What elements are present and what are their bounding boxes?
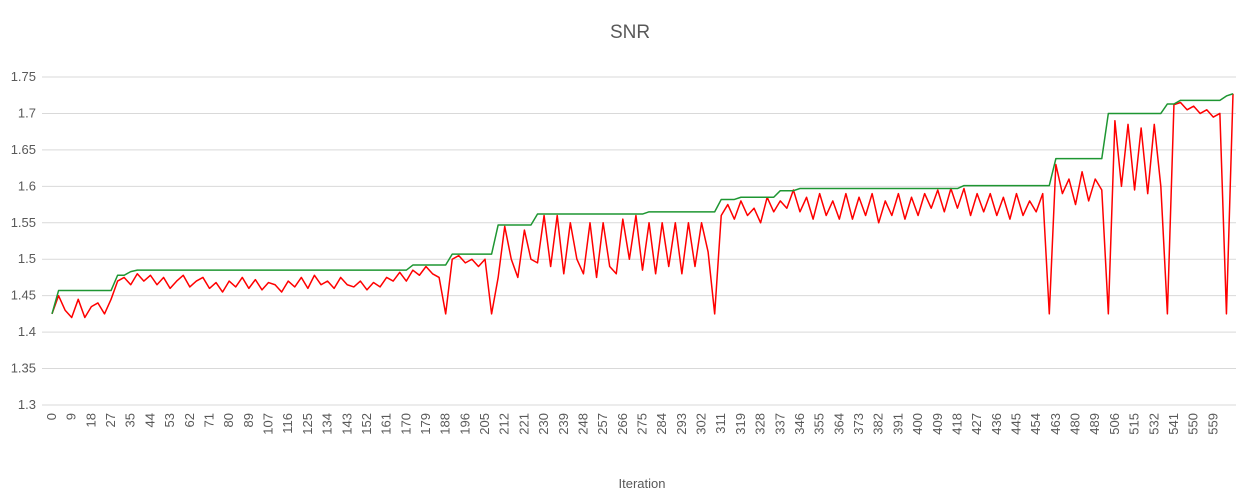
x-tick-label: 257	[595, 413, 610, 435]
x-tick-label: 427	[969, 413, 984, 435]
x-tick-label: 18	[83, 413, 98, 427]
chart-title: SNR	[610, 22, 650, 43]
series-line	[51, 93, 1234, 315]
x-tick-label: 541	[1166, 413, 1181, 435]
x-tick-label: 239	[556, 413, 571, 435]
x-tick-label: 373	[851, 413, 866, 435]
y-tick-label: 1.35	[11, 361, 36, 376]
x-tick-label: 116	[280, 413, 295, 434]
x-tick-label: 80	[221, 413, 236, 427]
x-tick-label: 35	[123, 413, 138, 427]
x-tick-label: 454	[1028, 413, 1043, 435]
x-axis-label: Iteration	[619, 476, 666, 491]
x-tick-label: 328	[753, 413, 768, 435]
x-tick-label: 143	[339, 413, 354, 435]
series-line	[51, 93, 1234, 319]
x-tick-label: 205	[477, 413, 492, 435]
x-tick-label: 248	[575, 413, 590, 435]
x-tick-label: 196	[457, 413, 472, 435]
x-tick-label: 445	[1008, 413, 1023, 435]
x-tick-label: 346	[792, 413, 807, 435]
x-tick-label: 293	[674, 413, 689, 435]
x-tick-label: 179	[418, 413, 433, 435]
x-tick-label: 319	[733, 413, 748, 435]
x-tick-label: 302	[694, 413, 709, 435]
x-tick-label: 9	[64, 413, 79, 420]
x-tick-label: 337	[772, 413, 787, 435]
x-tick-label: 266	[615, 413, 630, 435]
x-tick-label: 489	[1087, 413, 1102, 435]
x-tick-label: 355	[812, 413, 827, 435]
x-tick-label: 188	[438, 413, 453, 435]
y-tick-label: 1.3	[18, 397, 36, 412]
x-tick-label: 125	[300, 413, 315, 435]
x-tick-label: 0	[44, 413, 59, 420]
x-tick-label: 364	[831, 413, 846, 435]
x-tick-label: 89	[241, 413, 256, 427]
x-tick-label: 311	[713, 413, 728, 434]
x-tick-label: 463	[1048, 413, 1063, 435]
x-tick-label: 275	[635, 413, 650, 435]
x-tick-label: 212	[497, 413, 512, 435]
x-tick-label: 71	[201, 413, 216, 427]
x-tick-label: 391	[890, 413, 905, 435]
x-tick-label: 134	[320, 413, 335, 435]
x-tick-label: 152	[359, 413, 374, 435]
x-tick-label: 409	[930, 413, 945, 435]
x-tick-label: 418	[949, 413, 964, 435]
x-tick-label: 284	[654, 413, 669, 435]
y-tick-label: 1.7	[18, 105, 36, 120]
x-tick-label: 170	[398, 413, 413, 435]
x-tick-label: 161	[379, 413, 394, 435]
x-tick-label: 400	[910, 413, 925, 435]
x-tick-label: 44	[142, 413, 157, 427]
x-tick-label: 382	[871, 413, 886, 435]
x-tick-label: 559	[1205, 413, 1220, 435]
y-tick-label: 1.55	[11, 215, 36, 230]
y-tick-label: 1.4	[18, 324, 36, 339]
x-tick-label: 221	[516, 413, 531, 435]
y-tick-label: 1.75	[11, 69, 36, 84]
x-tick-label: 230	[536, 413, 551, 435]
x-tick-label: 506	[1107, 413, 1122, 435]
x-tick-label: 515	[1127, 413, 1142, 435]
x-tick-label: 62	[182, 413, 197, 427]
y-tick-label: 1.65	[11, 142, 36, 157]
y-tick-label: 1.5	[18, 251, 36, 266]
x-tick-label: 532	[1146, 413, 1161, 435]
x-tick-label: 436	[989, 413, 1004, 435]
y-tick-label: 1.45	[11, 288, 36, 303]
x-tick-label: 480	[1068, 413, 1083, 435]
x-tick-label: 27	[103, 413, 118, 427]
x-tick-label: 550	[1186, 413, 1201, 435]
x-tick-label: 107	[261, 413, 276, 435]
x-tick-label: 53	[162, 413, 177, 427]
y-tick-label: 1.6	[18, 178, 36, 193]
